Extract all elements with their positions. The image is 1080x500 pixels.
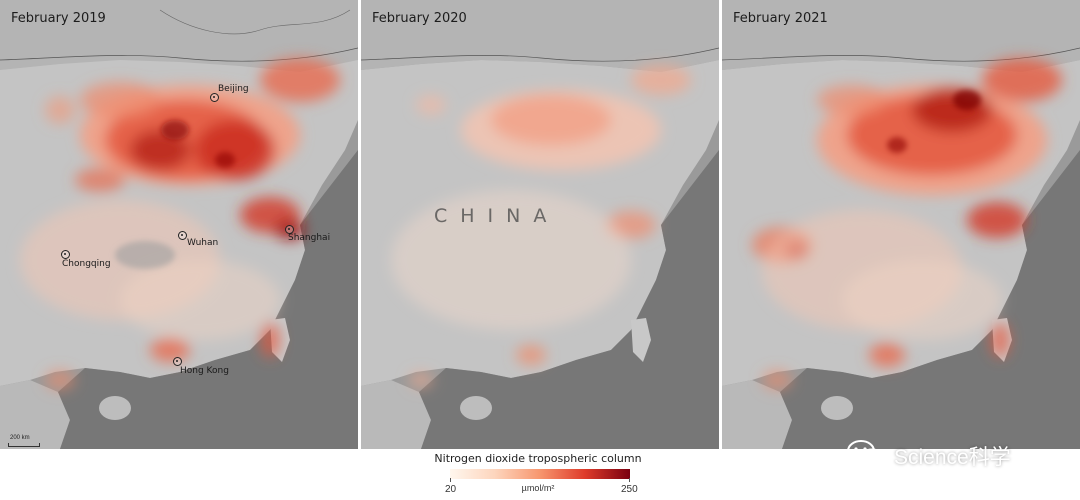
city-marker-icon — [210, 93, 219, 102]
legend-title: Nitrogen dioxide tropospheric column — [434, 452, 642, 465]
city-label: Beijing — [218, 84, 249, 94]
city-label: Shanghai — [288, 233, 331, 243]
colorbar-legend: Nitrogen dioxide tropospheric column 20 … — [433, 451, 643, 497]
no2-map-2019 — [0, 0, 358, 449]
city-marker-icon — [61, 250, 70, 259]
map-panel-2020: February 2020 CHINA — [361, 0, 719, 449]
legend-unit-label: µmol/m² — [521, 483, 555, 493]
legend-tick-max — [629, 478, 630, 482]
panel-title: February 2019 — [11, 11, 106, 26]
panel-title: February 2020 — [372, 11, 467, 26]
city-marker-icon — [178, 231, 187, 240]
legend-tick-min — [450, 478, 451, 482]
city-label: Wuhan — [187, 238, 219, 248]
legend-max-label: 250 — [621, 484, 638, 495]
city-label: Hong Kong — [180, 366, 229, 376]
scale-bar-line — [8, 443, 40, 447]
city-marker-icon — [173, 357, 182, 366]
map-panel-2019: February 2019 Beijing Wuhan Shanghai Cho… — [0, 0, 358, 449]
legend-color-bar — [450, 469, 630, 479]
map-panels: February 2019 Beijing Wuhan Shanghai Cho… — [0, 0, 1080, 449]
legend-min-label: 20 — [445, 484, 457, 495]
no2-map-2021 — [722, 0, 1080, 449]
scale-label: 200 km — [10, 435, 30, 441]
city-label: Chongqing — [62, 259, 111, 269]
wechat-icon — [847, 440, 884, 468]
panel-title: February 2021 — [733, 11, 828, 26]
city-marker-icon — [285, 225, 294, 234]
country-label: CHINA — [434, 205, 560, 227]
no2-map-2020 — [361, 0, 719, 449]
watermark: Science科学 — [846, 437, 1056, 471]
watermark-text: Science科学 — [894, 446, 1011, 469]
map-panel-2021: February 2021 — [722, 0, 1080, 449]
